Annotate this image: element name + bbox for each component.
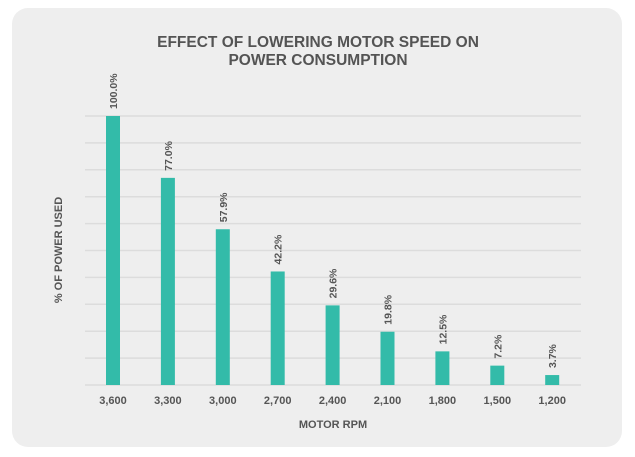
data-label: 77.0% <box>163 140 175 170</box>
bar <box>270 271 285 385</box>
data-label: 42.2% <box>273 234 285 264</box>
x-tick-label: 1,200 <box>538 395 566 407</box>
bar <box>380 331 395 385</box>
x-axis-label: MOTOR RPM <box>299 419 367 431</box>
x-tick-label: 1,500 <box>484 395 512 407</box>
bar <box>106 116 120 385</box>
y-axis-label: % OF POWER USED <box>53 197 65 303</box>
x-tick-label: 3,300 <box>154 395 182 407</box>
bar <box>160 177 175 385</box>
data-label: 12.5% <box>437 314 449 344</box>
bar <box>435 351 450 385</box>
data-label: 29.6% <box>328 268 340 298</box>
bar <box>215 229 230 385</box>
x-tick-label: 2,400 <box>319 395 347 407</box>
data-label: 19.8% <box>383 294 395 324</box>
x-tick-label: 1,800 <box>429 395 457 407</box>
chart-title-line-2: POWER CONSUMPTION <box>228 52 407 69</box>
x-tick-label: 2,100 <box>374 395 402 407</box>
x-tick-label: 3,000 <box>209 395 237 407</box>
x-tick-label: 3,600 <box>99 395 127 407</box>
bar <box>325 305 340 385</box>
x-tick-label: 2,700 <box>264 395 292 407</box>
data-label: 3.7% <box>547 343 559 368</box>
data-label: 7.2% <box>492 334 504 359</box>
data-label: 100.0% <box>108 73 120 109</box>
chart-title-line-1: EFFECT OF LOWERING MOTOR SPEED ON <box>157 34 479 51</box>
bar <box>545 375 560 385</box>
data-label: 57.9% <box>218 192 230 222</box>
bar <box>490 365 505 385</box>
